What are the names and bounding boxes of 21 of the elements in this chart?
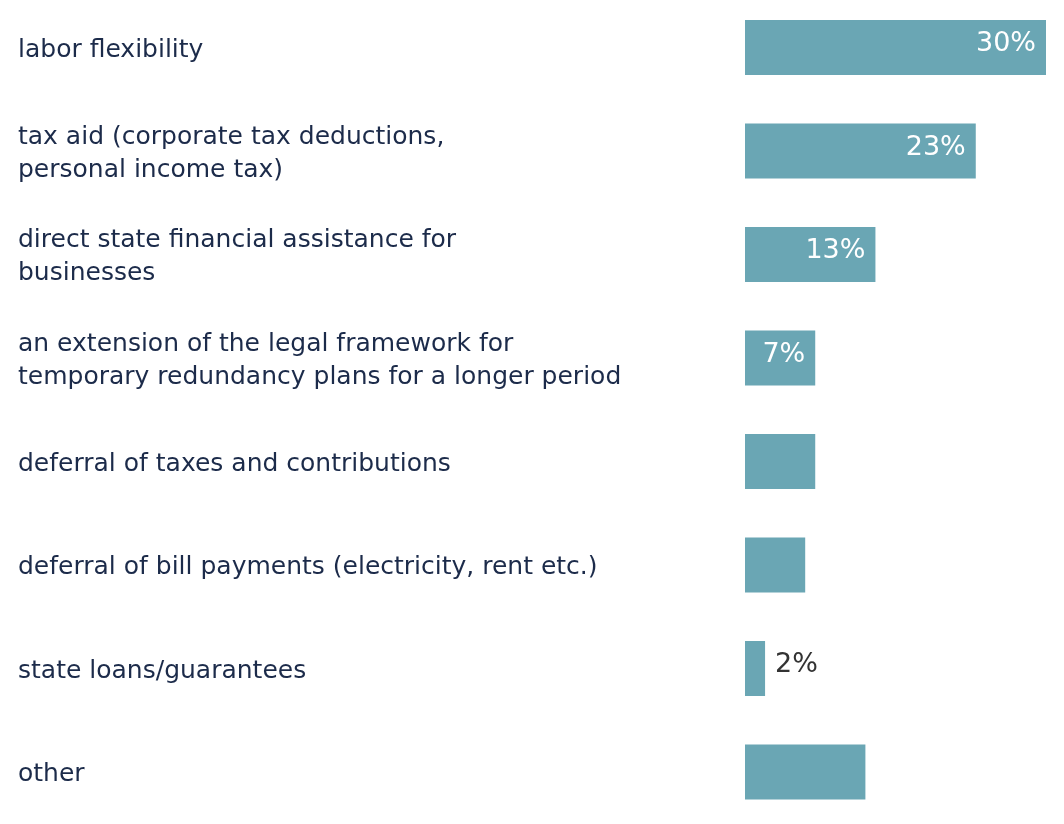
- data-label: 23%: [905, 129, 966, 161]
- y-tick-label: deferral of taxes and contributions: [18, 447, 451, 477]
- data-label: 30%: [975, 26, 1036, 57]
- y-tick-label: direct state financial assistance for businesses: [18, 223, 457, 286]
- y-tick-label: other: [18, 757, 86, 787]
- data-label: 13%: [805, 233, 866, 264]
- bar: [745, 434, 816, 489]
- y-tick-label: deferral of bill payments (electricity, rent etc.): [18, 550, 598, 580]
- y-tick-label: state loans/guarantees: [18, 654, 307, 684]
- bar: [745, 123, 976, 179]
- bar: [745, 744, 866, 800]
- y-tick-label: labor flexibility: [18, 33, 204, 63]
- bar: [745, 227, 876, 282]
- bar: [745, 20, 1046, 75]
- bar: [745, 330, 816, 386]
- data-label: 7%: [762, 336, 806, 368]
- data-label: 2%: [775, 647, 818, 678]
- bar: [745, 641, 766, 696]
- bar: [745, 537, 806, 593]
- y-tick-label: tax aid (corporate tax deductions, personal income tax): [18, 120, 445, 183]
- y-tick-label: an extension of the legal framework for temporary redundancy plans for a longer period: [18, 327, 622, 390]
